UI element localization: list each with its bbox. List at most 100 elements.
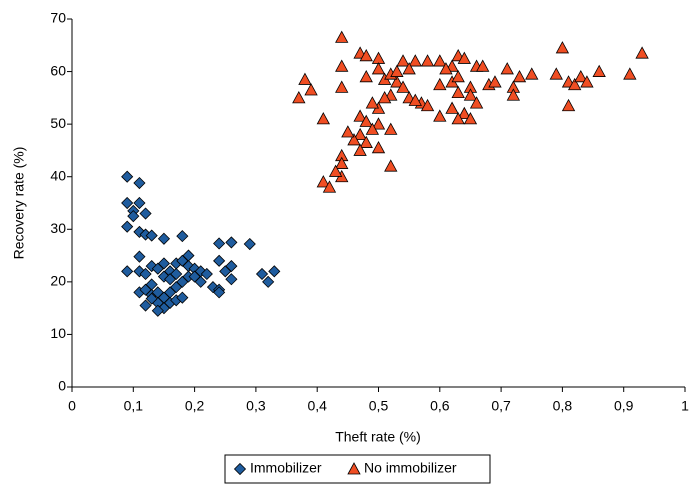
point	[396, 80, 410, 93]
point	[145, 229, 158, 242]
point	[500, 62, 514, 75]
point	[255, 267, 269, 281]
point	[371, 62, 386, 75]
point	[133, 250, 146, 263]
point	[390, 75, 404, 88]
point	[420, 54, 435, 67]
point	[549, 67, 563, 80]
x-tick-label: 0,8	[553, 398, 573, 414]
point	[133, 196, 146, 210]
point	[328, 164, 343, 177]
x-tick-label: 0,5	[369, 398, 389, 414]
point	[408, 93, 422, 106]
point	[243, 237, 256, 251]
legend-label: Immobilizer	[250, 460, 322, 476]
x-tick-label: 0,2	[185, 398, 205, 414]
x-tick-label: 0,1	[124, 398, 144, 414]
point	[457, 51, 471, 64]
point	[384, 159, 398, 172]
x-tick-label: 1	[681, 398, 689, 414]
point	[635, 46, 649, 59]
point	[396, 54, 410, 67]
point	[420, 98, 435, 112]
x-tick-label: 0,6	[430, 398, 450, 414]
point	[561, 98, 576, 112]
point	[451, 69, 465, 83]
y-tick-label: 70	[50, 10, 66, 26]
point	[488, 75, 502, 88]
y-axis-title: Recovery rate (%)	[11, 147, 27, 260]
point	[139, 299, 152, 312]
legend-label: No immobilizer	[364, 460, 457, 476]
point	[567, 77, 582, 91]
point	[439, 62, 453, 75]
point	[580, 75, 594, 88]
x-axis-title: Theft rate (%)	[335, 429, 421, 445]
point	[347, 133, 361, 146]
point	[463, 88, 478, 101]
point	[268, 265, 281, 278]
point	[335, 156, 349, 169]
point	[322, 180, 337, 193]
point	[525, 67, 539, 80]
y-tick-label: 0	[58, 378, 66, 394]
point	[433, 77, 447, 91]
point	[353, 127, 367, 141]
point	[384, 122, 398, 135]
y-tick-label: 60	[50, 62, 66, 78]
point	[139, 207, 152, 220]
point	[121, 220, 134, 233]
point	[213, 286, 226, 299]
point	[433, 109, 447, 122]
point	[445, 101, 459, 114]
point	[335, 80, 349, 93]
point	[127, 210, 140, 223]
legend-marker	[233, 462, 247, 476]
point	[200, 267, 213, 281]
point	[463, 112, 478, 125]
point	[316, 112, 331, 125]
point	[335, 59, 349, 72]
point	[371, 140, 386, 154]
point	[457, 106, 471, 120]
point	[225, 260, 238, 273]
point	[377, 91, 392, 104]
point	[353, 143, 367, 156]
point	[121, 265, 134, 278]
x-tick-label: 0,9	[614, 398, 634, 414]
point	[365, 122, 380, 135]
point	[365, 96, 380, 109]
point	[335, 30, 349, 43]
point	[145, 292, 158, 305]
point	[213, 254, 226, 267]
point	[121, 196, 134, 210]
point	[157, 257, 171, 270]
point	[341, 125, 355, 138]
point	[225, 236, 238, 249]
point	[176, 291, 189, 304]
point	[451, 112, 465, 125]
point	[359, 135, 373, 148]
point	[170, 267, 183, 281]
point	[304, 83, 318, 96]
point	[353, 109, 367, 122]
point	[371, 117, 386, 130]
point	[408, 54, 422, 67]
point	[133, 176, 146, 190]
point	[298, 72, 312, 85]
y-tick-label: 40	[50, 167, 66, 183]
point	[506, 88, 521, 101]
point	[121, 170, 134, 183]
point	[359, 48, 373, 62]
point	[262, 275, 275, 288]
point	[145, 260, 158, 273]
point	[139, 267, 152, 281]
point	[316, 175, 331, 188]
point	[476, 59, 490, 72]
y-tick-label: 20	[50, 273, 66, 289]
point	[512, 69, 527, 83]
point	[574, 69, 588, 83]
point	[133, 265, 146, 278]
point	[213, 237, 226, 250]
